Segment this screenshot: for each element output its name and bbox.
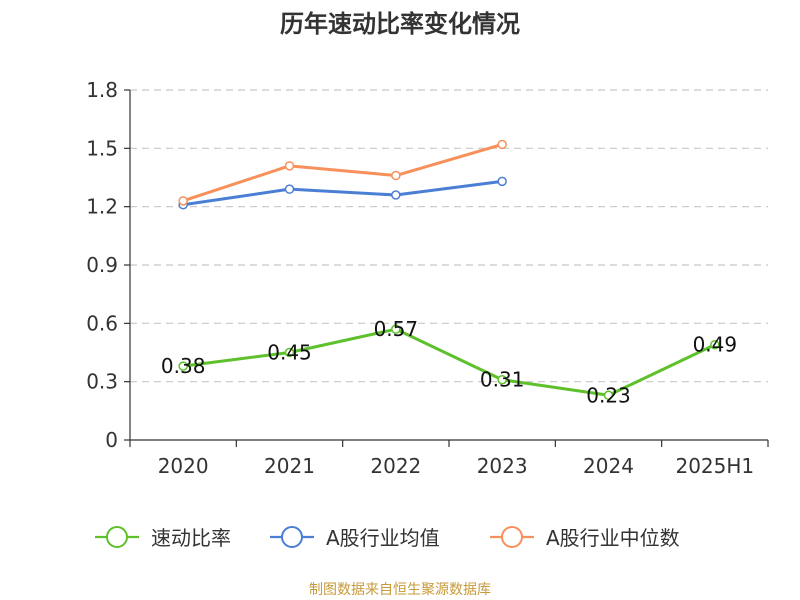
- x-tick-label: 2023: [477, 454, 528, 478]
- legend-item: A股行业中位数: [490, 526, 680, 550]
- data-point: [603, 390, 614, 401]
- data-label: 0.31: [480, 368, 525, 392]
- data-label: 0.57: [374, 317, 419, 341]
- legend-marker-icon: [281, 526, 303, 548]
- series-line: [182, 179, 503, 207]
- x-tick-label: 2022: [370, 454, 421, 478]
- legend-item: 速动比率: [95, 526, 231, 550]
- data-label: 0.49: [693, 333, 738, 357]
- y-tick-label: 0.3: [86, 370, 118, 394]
- data-point: [391, 170, 401, 181]
- series-group: [178, 139, 720, 401]
- legend: 速动比率 A股行业均值 A股行业中位数: [95, 526, 680, 550]
- y-tick-label: 0: [105, 428, 118, 452]
- data-labels: 0.38 0.45 0.57 0.31 0.23 0.49: [161, 317, 737, 407]
- data-point: [178, 196, 188, 206]
- x-tick-label: 2020: [158, 454, 209, 478]
- series-line: [182, 327, 716, 397]
- data-label: 0.38: [161, 354, 206, 378]
- data-point: [497, 176, 507, 187]
- legend-label: A股行业均值: [326, 526, 440, 550]
- data-point: [497, 139, 507, 150]
- legend-marker-icon: [106, 526, 128, 548]
- data-label: 0.45: [267, 341, 312, 365]
- x-tick-label: 2024: [583, 454, 634, 478]
- axes: 0 0.3 0.6 0.9 1.2 1.5 1.8 2020 2021 2022 2023 2024 2…: [86, 78, 769, 478]
- series-line: [182, 143, 503, 203]
- source-note: 制图数据来自恒生聚源数据库: [309, 582, 491, 598]
- data-point: [284, 161, 295, 171]
- y-tick-label: 1.8: [86, 78, 118, 102]
- legend-marker-icon: [501, 526, 523, 548]
- x-tick-label: 2021: [264, 454, 315, 478]
- data-point: [284, 184, 295, 194]
- data-point: [284, 347, 295, 358]
- y-tick-label: 1.2: [86, 195, 118, 219]
- x-tick-label: 2025H1: [675, 454, 754, 478]
- legend-label: 速动比率: [151, 526, 231, 550]
- y-tick-label: 0.6: [86, 311, 118, 335]
- data-point: [178, 361, 188, 371]
- data-point: [497, 374, 507, 385]
- data-point: [391, 190, 401, 200]
- legend-item: A股行业均值: [270, 526, 440, 550]
- data-point: [710, 339, 720, 350]
- grid-lines: [130, 89, 768, 383]
- y-tick-label: 0.9: [86, 253, 118, 277]
- data-point: [391, 324, 401, 334]
- y-tick-label: 1.5: [86, 136, 118, 160]
- chart-title: 历年速动比率变化情况: [280, 10, 520, 38]
- legend-label: A股行业中位数: [546, 526, 680, 550]
- data-label: 0.23: [586, 383, 631, 407]
